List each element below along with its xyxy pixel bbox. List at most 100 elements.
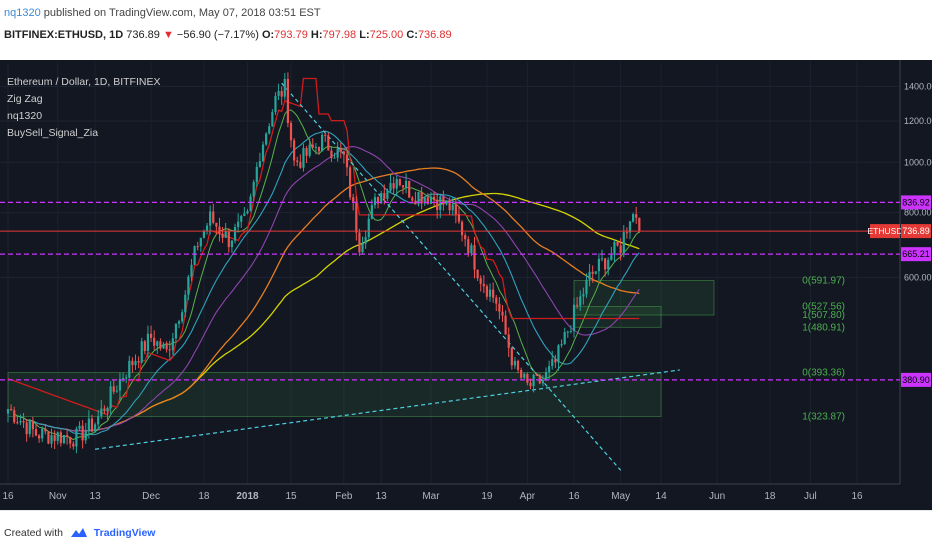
candle-body <box>31 420 34 430</box>
chart-background <box>0 60 932 510</box>
candle-body <box>342 151 345 155</box>
candle-body <box>544 372 548 381</box>
candle-body <box>426 197 429 204</box>
candle-body <box>199 237 202 247</box>
candle-body <box>72 443 75 447</box>
candle-body <box>249 196 252 212</box>
candle-body <box>324 134 327 136</box>
candle-body <box>501 311 504 316</box>
x-tick-label: 16 <box>2 491 14 502</box>
candle-body <box>327 135 330 151</box>
tradingview-brand[interactable]: TradingView <box>93 527 156 539</box>
x-tick-label: Apr <box>520 491 536 502</box>
candle-body <box>548 366 551 373</box>
candle-body <box>485 286 489 297</box>
price-chart[interactable]: 16 Nov 13 Dec 18 2018 15 Feb 13 Mar 19 Apr 16 May 14 Ju… <box>0 60 932 510</box>
candle-body <box>13 410 16 423</box>
candle-body <box>112 386 115 392</box>
candle-body <box>184 294 187 313</box>
chart-area[interactable]: 16 Nov 13 Dec 18 2018 15 Feb 13 Mar 19 Apr 16 May 14 Ju… <box>0 60 932 510</box>
candle-body <box>383 193 386 199</box>
fib-level-label: 0(591.97) <box>802 275 845 286</box>
candle-body <box>196 246 199 248</box>
candle-body <box>97 416 100 425</box>
candle-body <box>619 245 622 254</box>
candle-body <box>420 192 423 204</box>
candle-body <box>305 148 308 156</box>
candle-body <box>215 222 218 227</box>
candle-body <box>137 361 140 363</box>
candle-body <box>529 382 532 387</box>
level-price-badge <box>901 372 931 387</box>
candle-body <box>566 331 569 333</box>
candle-body <box>265 133 268 145</box>
candle-body <box>339 148 342 152</box>
candle-body <box>44 428 47 432</box>
candle-body <box>520 369 523 378</box>
fib-level-label: 1(323.87) <box>802 411 845 422</box>
last-price-badge <box>901 224 931 239</box>
level-price-label: 380.90 <box>902 375 930 385</box>
candle-body <box>576 304 579 306</box>
symbol-badge-label: ETHUSD <box>868 226 903 236</box>
candle-body <box>103 408 106 412</box>
fib-level-label: 1(480.91) <box>802 322 845 333</box>
candle-body <box>218 226 221 234</box>
candle-body <box>482 283 485 287</box>
candle-body <box>156 341 159 346</box>
close-value: 736.89 <box>417 29 452 41</box>
x-tick-label: Dec <box>142 491 160 502</box>
candle-body <box>460 221 464 236</box>
candle-body <box>373 197 377 206</box>
candle-body <box>535 374 538 376</box>
candle-body <box>19 421 22 423</box>
candle-body <box>38 435 41 439</box>
candle-body <box>594 271 597 274</box>
candle-body <box>349 167 352 198</box>
candle-body <box>345 154 349 168</box>
candle-body <box>25 422 28 435</box>
candle-body <box>162 344 165 349</box>
candle-body <box>317 147 321 152</box>
candle-body <box>333 157 336 159</box>
candle-body <box>476 269 479 279</box>
candle-body <box>591 271 594 274</box>
candle-body <box>507 334 510 348</box>
candle-body <box>93 424 97 432</box>
candle-body <box>115 390 118 392</box>
candle-body <box>252 181 255 197</box>
fib-level-label: 0(393.36) <box>802 368 845 379</box>
candle-body <box>193 246 196 265</box>
candle-body <box>610 255 613 260</box>
candle-body <box>258 161 262 167</box>
candle-body <box>296 160 299 162</box>
candle-body <box>488 289 492 297</box>
tradingview-logo-icon <box>70 528 87 537</box>
candle-body <box>504 315 507 335</box>
candle-body <box>78 425 81 429</box>
publisher-link[interactable]: nq1320 <box>4 7 41 19</box>
candle-body <box>50 435 53 444</box>
candle-body <box>572 304 576 332</box>
candle-body <box>131 360 134 366</box>
candle-body <box>90 418 94 432</box>
candle-body <box>423 197 426 204</box>
candle-body <box>246 211 249 214</box>
candle-body <box>159 341 162 349</box>
change-value: −56.90 (−7.17%) <box>176 29 259 41</box>
candle-body <box>299 161 302 168</box>
ohlc-line: BITFINEX:ETHUSD, 1D 736.89 ▼ −56.90 (−7.… <box>4 29 452 41</box>
x-tick-label: Jul <box>804 491 817 502</box>
candle-body <box>255 166 258 182</box>
candle-body <box>261 144 265 162</box>
candle-body <box>118 378 122 391</box>
candle-body <box>638 217 641 232</box>
candle-body <box>134 361 137 366</box>
open-value: 793.79 <box>274 29 308 41</box>
legend-zigzag: Zig Zag <box>7 93 43 105</box>
candle-body <box>616 241 619 246</box>
candle-body <box>370 205 373 219</box>
candle-body <box>492 289 495 298</box>
candle-body <box>632 214 635 222</box>
candle-body <box>445 200 448 205</box>
